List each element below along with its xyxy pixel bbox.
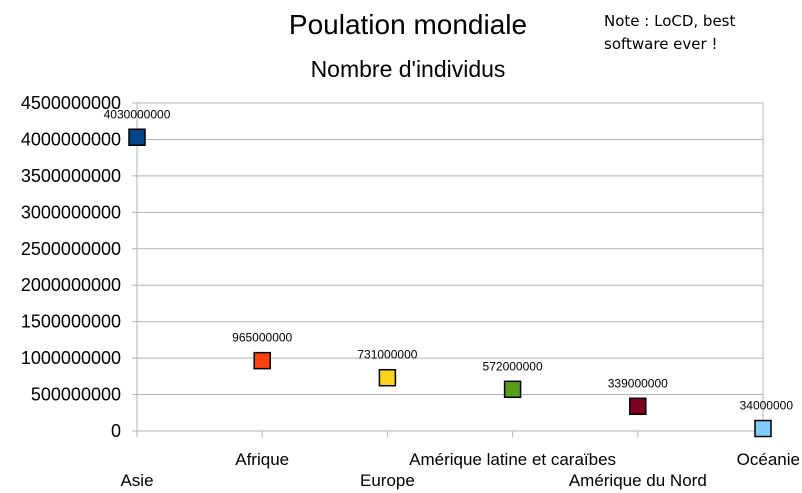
x-tick-label: Asie bbox=[120, 471, 153, 490]
data-label: 339000000 bbox=[608, 376, 668, 390]
data-label: 572000000 bbox=[483, 359, 543, 373]
note-text: Note : LoCD, best software ever ! bbox=[604, 12, 736, 53]
axes bbox=[136, 103, 764, 432]
data-point bbox=[754, 419, 772, 438]
data-label: 965000000 bbox=[232, 331, 292, 345]
y-tick-label: 500000000 bbox=[31, 385, 121, 405]
y-tick-label: 3000000000 bbox=[21, 202, 121, 222]
y-tick-label: 2500000000 bbox=[21, 239, 121, 259]
chart-title: Poulation mondiale bbox=[289, 9, 527, 40]
y-tick-label: 1500000000 bbox=[21, 312, 121, 332]
data-label: 34000000 bbox=[740, 399, 794, 413]
y-tick-label: 3500000000 bbox=[21, 166, 121, 186]
x-tick-label: Afrique bbox=[235, 450, 289, 469]
data-label: 731000000 bbox=[357, 348, 417, 362]
data-point bbox=[629, 397, 647, 416]
data-labels: 4030000000 965000000 731000000 572000000 339… bbox=[104, 107, 794, 412]
grid-lines bbox=[137, 102, 763, 396]
data-point bbox=[503, 380, 522, 399]
x-tick-label: Amérique latine et caraïbes bbox=[409, 450, 616, 469]
x-tick-label: Amérique du Nord bbox=[569, 471, 707, 490]
y-tick-label: 0 bbox=[111, 421, 121, 441]
data-label: 4030000000 bbox=[104, 107, 171, 121]
data-point bbox=[378, 368, 397, 387]
data-point bbox=[253, 351, 271, 370]
y-tick-label: 1000000000 bbox=[21, 348, 121, 368]
x-axis-ticks: Asie Afrique Europe Amérique latine et cara… bbox=[120, 431, 800, 490]
x-tick-label: Océanie bbox=[737, 450, 800, 469]
data-point bbox=[128, 128, 146, 147]
y-tick-label: 4500000000 bbox=[21, 93, 121, 113]
chart-subtitle: Nombre d'individus bbox=[311, 56, 506, 82]
data-points bbox=[128, 128, 772, 438]
y-tick-label: 2000000000 bbox=[21, 275, 121, 295]
y-axis-ticks: 0 500000000 1000000000 1500000000 2000000000… bbox=[21, 93, 137, 441]
y-tick-label: 4000000000 bbox=[21, 129, 121, 149]
x-tick-label: Europe bbox=[360, 471, 415, 490]
